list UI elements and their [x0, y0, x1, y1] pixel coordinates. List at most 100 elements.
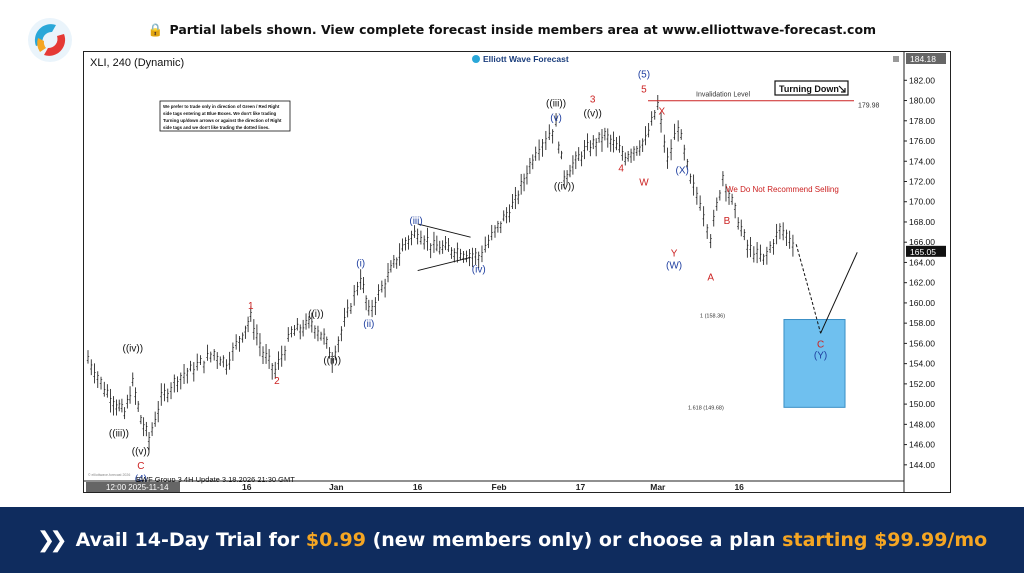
promo-text-row: ❯❯ Avail 14-Day Trial for $0.99 (new mem…: [0, 507, 1024, 573]
price-tick-label: 180.00: [909, 96, 935, 106]
promo-part1: Avail 14-Day Trial for: [75, 529, 306, 551]
wave-label: ((iii)): [546, 99, 566, 110]
wave-label: ((ii)): [323, 356, 341, 367]
price-tick-label: 168.00: [909, 217, 935, 227]
price-tick-label: 152.00: [909, 379, 935, 389]
wave-label: (ii): [363, 319, 374, 330]
price-tick-label: 172.00: [909, 176, 935, 186]
price-tick-label: 166.00: [909, 237, 935, 247]
promo-banner[interactable]: ❯❯ Avail 14-Day Trial for $0.99 (new mem…: [0, 507, 1024, 573]
time-tick-label: Mar: [650, 482, 666, 492]
wave-label: B: [724, 216, 731, 227]
wave-label: C: [817, 339, 824, 350]
price-tick-label: 170.00: [909, 197, 935, 207]
price-tick-label: 176.00: [909, 136, 935, 146]
wave-label: 4: [618, 163, 624, 174]
disclaimer-box: We prefer to trade only in direction of …: [159, 100, 291, 132]
price-tick-label: 164.00: [909, 257, 935, 267]
wave-label: W: [639, 178, 649, 189]
turning-down-tag: Turning Down: [774, 80, 849, 96]
wave-labels: ((iv))((iii))((v))C(4)12((i))((ii))(i)(i…: [109, 69, 827, 485]
update-footer: EWF Group 3 4H Update 3.18.2026 21:30 GM…: [136, 475, 295, 484]
disclaimer-line: We prefer to trade only in direction of …: [163, 104, 280, 109]
price-chart: ((iv)) ((iii)) ((v)) C (4) 1 2 ((i)) ((ii)) (i) (i…: [83, 51, 951, 493]
wave-label: (4): [135, 474, 147, 485]
wave-label: 2: [274, 376, 280, 387]
time-tick-label: 17: [576, 482, 586, 492]
invalidation-label: Invalidation Level: [696, 92, 751, 99]
projection-dotted-line: [795, 244, 822, 334]
price-tick-label: 156.00: [909, 338, 935, 348]
disclaimer-line: Turning up/down arrows or against the di…: [163, 118, 282, 123]
price-tick-label: 154.00: [909, 359, 935, 369]
current-price-text: 165.05: [910, 247, 936, 257]
price-tick-label: 146.00: [909, 440, 935, 450]
price-tick-label: 162.00: [909, 278, 935, 288]
wave-label: 1: [248, 301, 254, 312]
price-tick-label: 160.00: [909, 298, 935, 308]
arrow-down-right-icon: [838, 85, 846, 93]
time-tick-label: Feb: [492, 482, 507, 492]
time-axis: 16 Jan 16 Feb 17 Mar 16: [84, 480, 904, 492]
wave-label: ((iii)): [109, 428, 129, 439]
notice-text: Partial labels shown. View complete fore…: [169, 22, 877, 37]
wave-label: (X): [676, 165, 689, 176]
brand-badge: Elliott Wave Forecast: [472, 54, 569, 64]
price-top-text: 184.18: [910, 54, 936, 64]
turning-down-text: Turning Down: [779, 84, 839, 94]
disclaimer-line: side tags entering at Blue Boxes. We don…: [163, 111, 277, 116]
projection-path: [795, 244, 858, 334]
copyright-text: © elliottwave-forecast 2026: [88, 473, 130, 477]
time-tick-label: 16: [734, 482, 744, 492]
blue-box: [783, 319, 846, 408]
promo-price1: $0.99: [305, 529, 366, 551]
wave-label: X: [659, 107, 666, 118]
not-recommend-text: We Do Not Recommend Selling: [726, 185, 839, 194]
triangle-pattern: [417, 223, 471, 271]
wave-label: ((v)): [584, 109, 602, 120]
wave-label: A: [707, 273, 714, 284]
current-price-tag: 165.05: [906, 245, 946, 257]
wave-label: (Y): [814, 351, 827, 362]
wave-label: ((i)): [308, 309, 324, 320]
maximize-icon[interactable]: [893, 56, 899, 62]
members-notice: 🔒 Partial labels shown. View complete for…: [0, 22, 1024, 38]
wave-label: 5: [641, 84, 647, 95]
price-tick-label: 150.00: [909, 399, 935, 409]
triangle-lower-line: [417, 256, 471, 271]
price-tick-label: 144.00: [909, 460, 935, 470]
time-tick-label: Jan: [329, 482, 344, 492]
wave-label: (iii): [409, 216, 422, 227]
time-tick-label: 16: [242, 482, 252, 492]
symbol-label: XLI, 240 (Dynamic): [90, 57, 184, 69]
price-tick-label: 158.00: [909, 318, 935, 328]
wave-label: (iv): [472, 265, 486, 276]
wave-label: (i): [356, 258, 365, 269]
box-top-label: 1 (158.36): [700, 314, 725, 320]
wave-label: (W): [666, 261, 682, 272]
invalidation-level: Invalidation Level 179.98: [648, 92, 880, 110]
disclaimer-line: side tags and we don't like trading the …: [163, 125, 269, 130]
turn-up-arrow-line: [820, 252, 858, 334]
box-bottom-label: 1.618 (149.68): [688, 405, 724, 411]
time-cursor-text: 12:00 2025-11-14: [106, 483, 169, 492]
brand-text: Elliott Wave Forecast: [483, 54, 569, 64]
double-chevron-right-icon: ❯❯: [36, 527, 68, 553]
ewf-logo: [26, 16, 74, 64]
logo-icon: [28, 18, 72, 62]
wave-label: 3: [590, 95, 596, 106]
promo-part2: (new members only) or choose a plan: [365, 529, 783, 551]
price-tick-label: 182.00: [909, 75, 935, 85]
price-tick-label: 148.00: [909, 419, 935, 429]
lock-icon: 🔒: [147, 22, 164, 37]
wave-label: (5): [638, 69, 650, 80]
invalidation-value: 179.98: [858, 103, 880, 110]
price-top-tag: 184.18: [906, 53, 946, 64]
brand-icon: [472, 55, 480, 63]
triangle-upper-line: [417, 223, 471, 238]
wave-label: ((v)): [132, 447, 150, 458]
wave-label: ((iv)): [554, 182, 575, 193]
chart-canvas: ((iv))((iii))((v))C(4)12((i))((ii))(i)(i…: [84, 52, 946, 492]
price-axis: 144.00 146.00 148.00 150.00 152.00 154.00 156.…: [903, 52, 935, 492]
wave-label: (v): [550, 113, 562, 124]
